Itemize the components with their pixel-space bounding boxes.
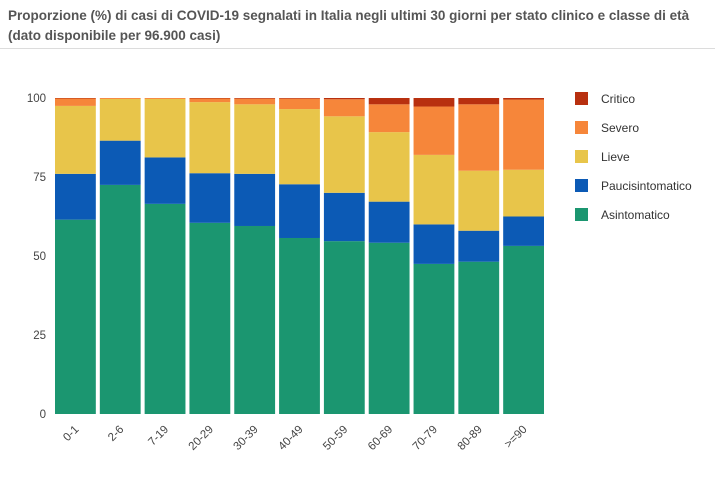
x-tick-label-20-29: 20-29	[187, 424, 216, 453]
bar-severo-2-6	[99, 98, 141, 99]
x-tick-label-7-19: 7-19	[146, 424, 171, 449]
bar-lieve-50-59	[323, 116, 365, 193]
bar-asintomatico-7-19	[144, 203, 186, 414]
bar-critico-40-49	[279, 98, 320, 99]
legend-swatch-asintomatico[interactable]	[575, 208, 588, 221]
title-divider	[0, 48, 715, 49]
bars-layer	[55, 98, 544, 414]
bar-lieve-60-69	[368, 132, 410, 202]
legend: Critico Severo Lieve Paucisintomatico Asinto…	[575, 92, 692, 222]
bar-asintomatico-70-79	[413, 263, 455, 414]
chart-title: Proporzione (%) di casi di COVID-19 segn…	[8, 8, 690, 43]
x-tick-label-50-59: 50-59	[321, 424, 350, 453]
bar-asintomatico-0-1	[55, 219, 96, 414]
bar-paucisintomatico-50-59	[323, 192, 365, 242]
legend-label-critico[interactable]: Critico	[601, 92, 635, 106]
bar-paucisintomatico-20-29	[189, 173, 231, 223]
bar-asintomatico-40-49	[279, 237, 320, 414]
bar-critico-0-1	[55, 98, 96, 99]
y-tick-label-100: 100	[27, 93, 46, 105]
bar-lieve-40-49	[279, 109, 320, 185]
bar-lieve-30-39	[234, 104, 276, 174]
bar-asintomatico-50-59	[323, 241, 365, 414]
x-tick-label-40-49: 40-49	[276, 424, 305, 453]
bar-lieve-80-89	[458, 170, 500, 231]
bar-severo-20-29	[189, 98, 231, 103]
x-tick-label-90: >=90	[503, 424, 530, 451]
x-tick-label-30-39: 30-39	[232, 424, 261, 453]
x-tick-label-70-79: 70-79	[411, 424, 440, 453]
y-tick-label-75: 75	[33, 172, 46, 184]
bar-asintomatico-2-6	[99, 184, 141, 414]
bar-paucisintomatico-60-69	[368, 201, 410, 243]
bar-lieve-20-29	[189, 102, 231, 174]
bar-lieve-7-19	[144, 98, 186, 158]
bar-asintomatico-20-29	[189, 222, 231, 414]
y-tick-label-0: 0	[40, 409, 46, 421]
bar-severo-30-39	[234, 98, 276, 105]
bar-paucisintomatico-0-1	[55, 173, 96, 220]
bar-lieve-2-6	[99, 98, 141, 141]
bar-paucisintomatico-80-89	[458, 230, 500, 262]
bar-asintomatico-90	[503, 245, 544, 414]
bar-paucisintomatico-40-49	[279, 184, 320, 238]
bar-critico-30-39	[234, 98, 276, 99]
bar-asintomatico-30-39	[234, 225, 276, 414]
bar-severo-80-89	[458, 104, 500, 171]
x-tick-label-0-1: 0-1	[61, 424, 81, 444]
bar-critico-90	[503, 98, 544, 100]
x-tick-label-2-6: 2-6	[106, 424, 126, 444]
bar-critico-70-79	[413, 98, 455, 107]
y-axis: 0 25 50 75 100	[27, 93, 46, 421]
bar-severo-90	[503, 99, 544, 170]
x-tick-label-60-69: 60-69	[366, 424, 395, 453]
legend-swatch-critico[interactable]	[575, 92, 588, 105]
legend-label-asintomatico[interactable]: Asintomatico	[601, 208, 670, 222]
bar-critico-50-59	[323, 98, 365, 100]
y-tick-label-50: 50	[33, 251, 46, 263]
legend-swatch-lieve[interactable]	[575, 150, 588, 163]
legend-label-paucisintomatico[interactable]: Paucisintomatico	[601, 179, 692, 193]
bar-lieve-0-1	[55, 105, 96, 174]
bar-paucisintomatico-7-19	[144, 157, 186, 204]
bar-severo-50-59	[323, 99, 365, 117]
bar-lieve-70-79	[413, 154, 455, 225]
bar-critico-60-69	[368, 98, 410, 105]
x-tick-label-80-89: 80-89	[456, 424, 485, 453]
x-axis: 0-1 2-6 7-19 20-29 30-39 40-49 50-59 60-69 70-79…	[61, 424, 529, 453]
bar-critico-80-89	[458, 98, 500, 105]
bar-severo-70-79	[413, 106, 455, 155]
bar-severo-40-49	[279, 98, 320, 110]
bar-paucisintomatico-30-39	[234, 173, 276, 226]
y-tick-label-25: 25	[33, 330, 46, 342]
bar-paucisintomatico-90	[503, 216, 544, 246]
bar-paucisintomatico-2-6	[99, 140, 141, 185]
legend-label-lieve[interactable]: Lieve	[601, 150, 630, 164]
bar-asintomatico-80-89	[458, 261, 500, 414]
bar-lieve-90	[503, 169, 544, 217]
legend-label-severo[interactable]: Severo	[601, 121, 639, 135]
bar-paucisintomatico-70-79	[413, 224, 455, 264]
bar-severo-7-19	[144, 98, 186, 99]
bar-critico-20-29	[189, 98, 231, 99]
bar-severo-60-69	[368, 104, 410, 133]
legend-swatch-paucisintomatico[interactable]	[575, 179, 588, 192]
bar-asintomatico-60-69	[368, 242, 410, 414]
bar-severo-0-1	[55, 98, 96, 106]
legend-swatch-severo[interactable]	[575, 121, 588, 134]
